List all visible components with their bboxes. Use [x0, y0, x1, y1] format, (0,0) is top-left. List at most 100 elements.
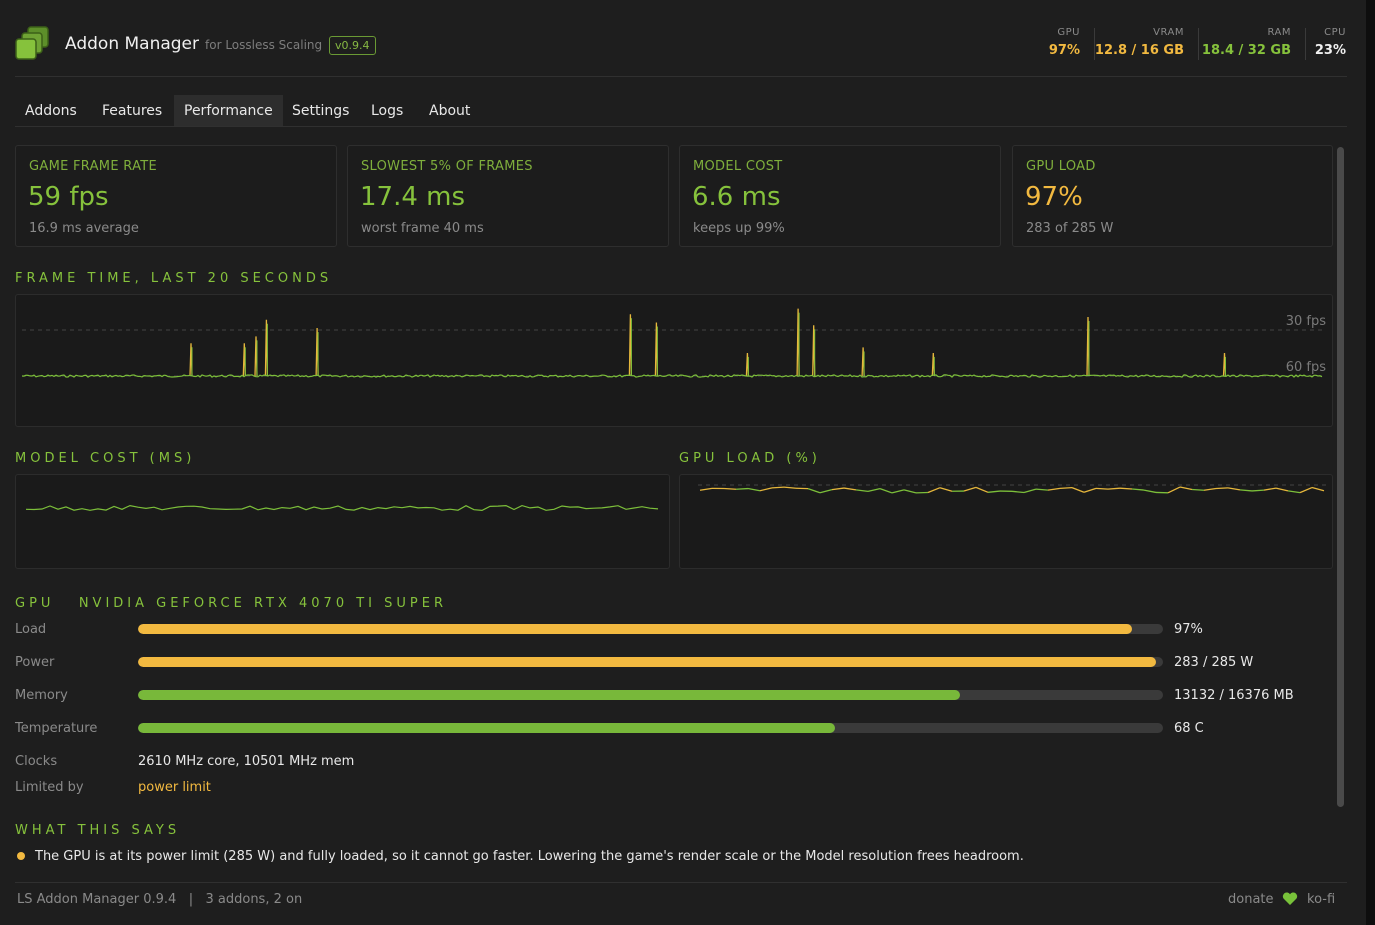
card-value: 6.6 ms [692, 182, 781, 212]
gpu-row-label: Temperature [15, 721, 98, 736]
card-value: 17.4 ms [360, 182, 466, 212]
gpu-load-segment [939, 487, 953, 492]
section-title-gpu-load: GPU LOAD (%) [679, 451, 821, 466]
header-stat-label: CPU [1324, 27, 1346, 38]
gpu-load-segment [1179, 486, 1193, 491]
footer-status: LS Addon Manager 0.9.4 | 3 addons, 2 on [17, 892, 303, 907]
app-title: Addon Manager [65, 34, 200, 54]
tab-logs[interactable]: Logs [371, 103, 404, 119]
bar-fill [138, 690, 961, 700]
gpu-load-segment [963, 486, 977, 492]
gpu-load-segment [1083, 487, 1097, 493]
gpu-load-segment [1047, 487, 1061, 491]
gpu-load-segment [1239, 489, 1253, 492]
summary-text: The GPU is at its power limit (285 W) an… [35, 849, 1024, 864]
header-stat-value: 12.8 / 16 GB [1094, 43, 1184, 58]
header-stat-label: GPU [1057, 27, 1080, 38]
gpu-power-bar [138, 657, 1163, 667]
scrollbar-thumb[interactable] [1337, 147, 1344, 807]
gpu-row-value: 283 / 285 W [1174, 655, 1254, 670]
gpu-load-segment [1299, 486, 1313, 494]
gpu-load-segment [759, 487, 773, 492]
gpu-load-segment [1227, 487, 1241, 491]
model-cost-chart [15, 474, 670, 569]
gpu-load-segment [903, 489, 917, 494]
bar-fill [138, 624, 1133, 634]
gpu-load-segment [1107, 487, 1121, 490]
gpu-load-segment [783, 486, 797, 489]
section-title-frame-time: FRAME TIME, LAST 20 SECONDS [15, 271, 333, 286]
footer-divider [15, 882, 1347, 883]
header-stat-label: VRAM [1153, 27, 1184, 38]
ref-label-60fps: 60 fps [1286, 360, 1327, 375]
model-cost-series [25, 504, 659, 512]
gpu-load-chart [679, 474, 1333, 569]
tab-features[interactable]: Features [102, 103, 163, 119]
card-value: 59 fps [28, 182, 109, 212]
card-title: GPU LOAD [1026, 159, 1096, 174]
gpu-load-plot [698, 484, 1326, 494]
gpu-load-segment [987, 490, 1001, 493]
clocks-label: Clocks [15, 754, 58, 769]
divider [1094, 28, 1095, 60]
gpu-load-segment [1023, 488, 1037, 494]
gpu-load-segment [867, 488, 881, 492]
donate-link[interactable]: donate [1228, 892, 1274, 907]
gpu-row-label: Power [15, 655, 55, 670]
gpu-load-segment [723, 487, 737, 490]
header-stat-value: 18.4 / 32 GB [1201, 43, 1291, 58]
bar-fill [138, 723, 835, 733]
gpu-load-segment [771, 486, 785, 489]
gpu-load-segment [1035, 488, 1049, 491]
clocks-value: 2610 MHz core, 10501 MHz mem [138, 754, 355, 769]
limited-by-value: power limit [138, 780, 211, 795]
tabs-divider [15, 126, 1347, 127]
frame-time-chart: 30 fps 60 fps [15, 294, 1333, 427]
gpu-load-segment [1071, 487, 1085, 493]
heart-icon[interactable] [1282, 892, 1298, 906]
card-title: SLOWEST 5% OF FRAMES [361, 159, 533, 174]
gpu-load-segment [1275, 487, 1289, 492]
kofi-link[interactable]: ko-fi [1307, 892, 1336, 907]
gpu-load-segment [879, 488, 893, 494]
gpu-load-segment [891, 489, 905, 494]
gpu-load-segment [831, 487, 845, 491]
card-game-frame-rate: GAME FRAME RATE 59 fps 16.9 ms average [15, 145, 337, 247]
divider [1198, 28, 1199, 60]
header-stat-value: 97% [1048, 43, 1080, 58]
gpu-load-segment [1251, 489, 1265, 492]
header-stat-gpu: GPU 97% [1049, 27, 1080, 58]
gpu-row-value: 97% [1174, 622, 1203, 637]
card-slowest-frames: SLOWEST 5% OF FRAMES 17.4 ms worst frame… [347, 145, 669, 247]
header-stat-ram: RAM 18.4 / 32 GB [1202, 27, 1291, 58]
model-cost-plot [25, 504, 659, 512]
gpu-load-segment [1119, 487, 1133, 490]
gpu-load-segment [927, 487, 941, 494]
gpu-temperature-bar [138, 723, 1163, 733]
card-subtitle: 16.9 ms average [29, 221, 139, 236]
gpu-load-segment [1095, 487, 1109, 490]
gpu-load-segment [1059, 486, 1073, 489]
card-subtitle: 283 of 285 W [1026, 221, 1114, 236]
gpu-load-segment [1311, 486, 1325, 492]
ref-label-30fps: 30 fps [1286, 314, 1327, 329]
card-subtitle: keeps up 99% [693, 221, 785, 236]
header-stat-value: 23% [1314, 43, 1346, 58]
section-title-gpu: GPU NVIDIA GEFORCE RTX 4070 TI SUPER [15, 596, 447, 611]
gpu-load-segment [807, 488, 821, 494]
tab-addons[interactable]: Addons [25, 103, 77, 119]
gpu-load-segment [975, 486, 989, 493]
gpu-load-segment [1167, 486, 1181, 494]
gpu-row-value: 68 C [1174, 721, 1204, 736]
frame-time-series [21, 374, 1323, 378]
section-title-model-cost: MODEL COST (MS) [15, 451, 196, 466]
gpu-load-segment [699, 487, 713, 491]
tab-performance[interactable]: Performance [174, 95, 283, 127]
window-edge [1366, 0, 1375, 925]
card-gpu-load: GPU LOAD 97% 283 of 285 W [1012, 145, 1333, 247]
limited-by-label: Limited by [15, 780, 84, 795]
gpu-row-label: Memory [15, 688, 68, 703]
tab-about[interactable]: About [429, 103, 471, 119]
tab-settings[interactable]: Settings [292, 103, 350, 119]
